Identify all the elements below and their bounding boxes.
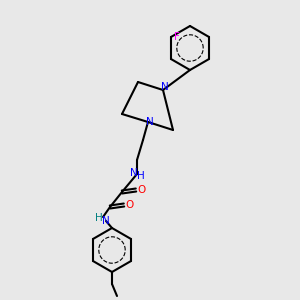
Text: N: N (146, 117, 154, 127)
Text: F: F (174, 32, 180, 42)
Text: N: N (161, 82, 169, 92)
Text: H: H (137, 171, 145, 181)
Text: O: O (137, 185, 145, 195)
Text: N: N (102, 216, 110, 226)
Text: N: N (130, 168, 138, 178)
Text: H: H (95, 213, 103, 223)
Text: O: O (125, 200, 133, 210)
